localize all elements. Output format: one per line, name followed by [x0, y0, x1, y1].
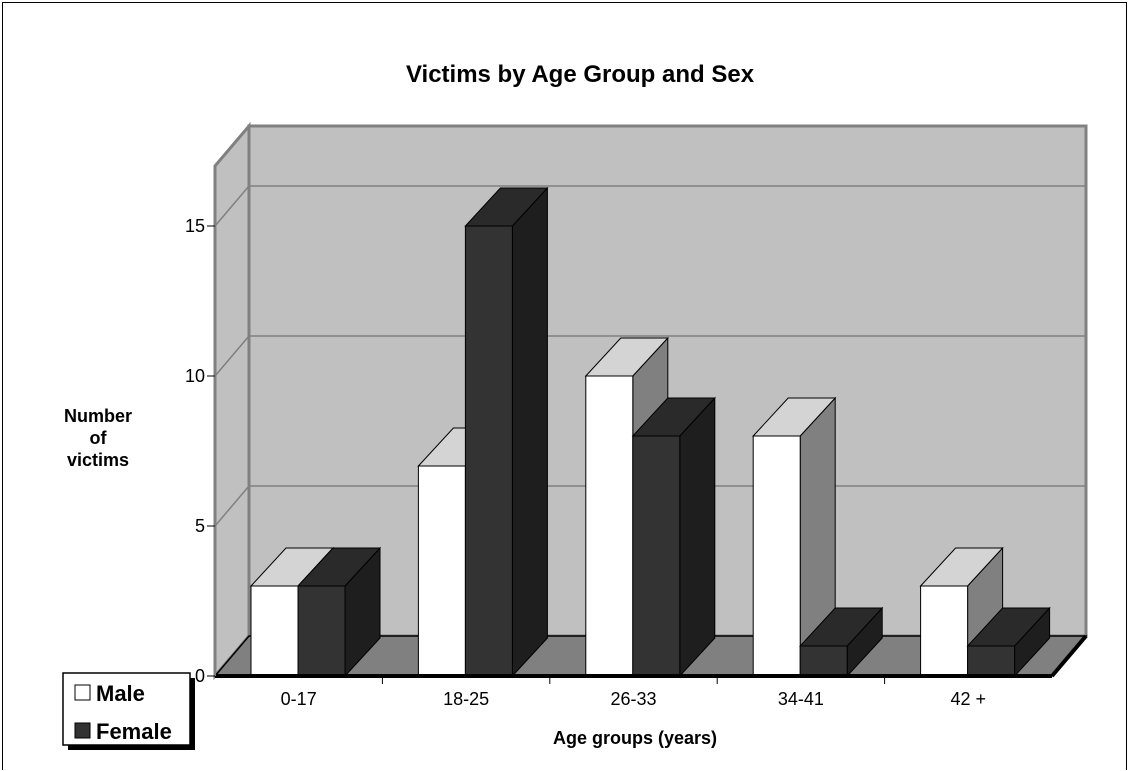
legend-label-female: Female [96, 719, 172, 744]
legend-swatch-female [75, 723, 90, 738]
legend: Male Female [63, 673, 195, 750]
y-axis-label: Number of victims [64, 406, 132, 470]
bar-side [512, 188, 547, 676]
bar-female-18-25 [465, 188, 547, 676]
bar-female-26-33 [633, 398, 715, 676]
bar-side [680, 398, 715, 676]
side-wall [215, 126, 249, 676]
chart-title: Victims by Age Group and Sex [406, 61, 755, 88]
y-axis-label-line-1: Number [64, 406, 132, 426]
bar-front [921, 586, 968, 676]
x-axis-ticks: 0-17 18-25 26-33 34-41 42 + [281, 676, 986, 709]
bar-front [465, 226, 512, 676]
x-tick-label: 34-41 [778, 689, 824, 709]
y-tick-label: 5 [195, 516, 205, 536]
y-tick-label: 10 [185, 366, 205, 386]
legend-swatch-male [75, 685, 90, 700]
y-axis-label-line-2: of [90, 428, 108, 448]
y-axis-label-line-3: victims [67, 450, 129, 470]
bar-front [251, 586, 298, 676]
bar-front [418, 466, 465, 676]
y-tick-label: 15 [185, 216, 205, 236]
x-tick-label: 42 + [951, 689, 987, 709]
x-tick-label: 18-25 [443, 689, 489, 709]
bar-front [968, 646, 1015, 676]
bar-front [800, 646, 847, 676]
legend-label-male: Male [96, 681, 145, 706]
x-axis-label: Age groups (years) [553, 728, 717, 748]
x-tick-label: 0-17 [281, 689, 317, 709]
bar-front [633, 436, 680, 676]
y-axis-ticks: 0 5 10 15 [185, 216, 215, 686]
y-tick-label: 0 [195, 666, 205, 686]
bar-front [753, 436, 800, 676]
bar-front [298, 586, 345, 676]
x-tick-label: 26-33 [610, 689, 656, 709]
bar-front [586, 376, 633, 676]
